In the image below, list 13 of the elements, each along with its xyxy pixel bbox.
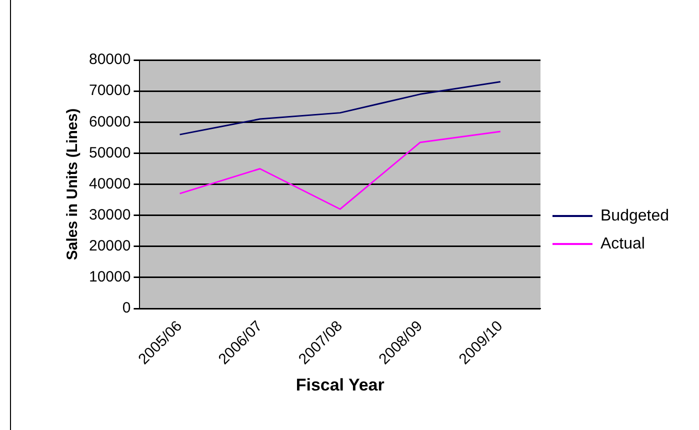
- legend-label: Budgeted: [600, 207, 670, 224]
- y-tick-label: 30000: [88, 206, 131, 224]
- y-tick-label: 20000: [88, 238, 131, 255]
- x-axis-title: Fiscal Year: [296, 375, 385, 394]
- y-tick-label: 0: [122, 300, 131, 317]
- y-tick-label: 80000: [88, 51, 131, 68]
- y-tick-label: 70000: [88, 82, 131, 100]
- y-tick-label: 10000: [88, 268, 131, 286]
- y-tick-label: 40000: [88, 175, 131, 192]
- legend-label: Actual: [600, 235, 645, 252]
- y-tick-label: 50000: [88, 144, 131, 162]
- y-tick-label: 60000: [88, 113, 131, 130]
- y-axis-title: Sales in Units (Lines): [64, 108, 82, 260]
